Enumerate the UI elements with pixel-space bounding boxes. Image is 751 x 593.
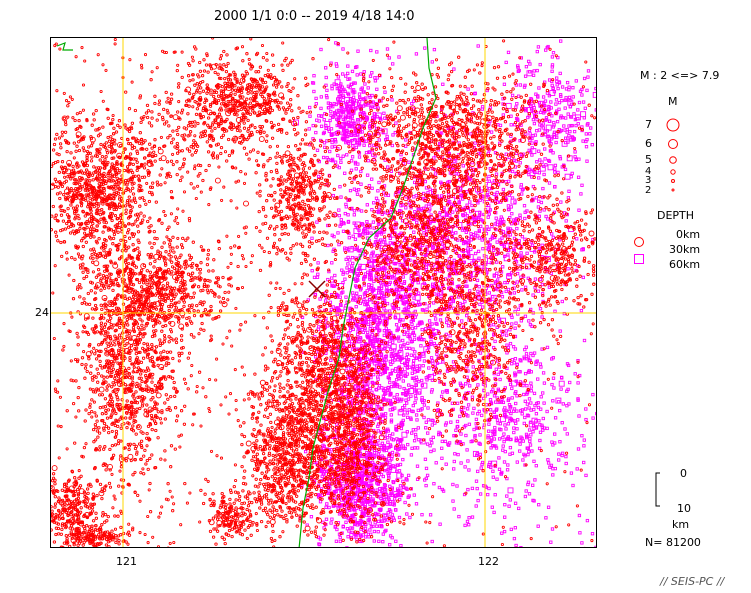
footer-credit: // SEIS-PC // <box>660 575 725 588</box>
mag-symbol-3 <box>671 179 675 183</box>
mag-symbol-6 <box>668 139 678 149</box>
depth-title: DEPTH <box>657 209 695 222</box>
depth-symbols <box>634 237 644 264</box>
mag-symbol-4 <box>670 169 676 175</box>
scale-bottom-label: 10 <box>677 502 691 515</box>
shallow-events-layer <box>51 38 596 547</box>
mag-symbol-7 <box>666 118 680 132</box>
map-title: 2000 1/1 0:0 -- 2019 4/18 14:0 <box>214 9 415 24</box>
magnitude-title: M <box>668 95 678 108</box>
depth-label-60: 60km <box>669 258 701 271</box>
mag-label-3: 3 <box>645 175 652 186</box>
mag-symbol-2 <box>671 188 675 192</box>
scale-unit-label: km <box>672 518 690 531</box>
coastline-fragment <box>56 42 73 51</box>
coastline <box>298 38 437 547</box>
lon-label-122: 122 <box>478 555 499 568</box>
mag-label-2: 2 <box>645 185 652 196</box>
mag-label-5: 5 <box>645 153 652 166</box>
mag-label-6: 6 <box>645 137 652 150</box>
distance-scale-bar <box>655 472 660 507</box>
magnitude-symbols <box>666 118 680 192</box>
epicenter-plot <box>51 38 596 547</box>
seismicity-map[interactable] <box>50 37 597 548</box>
mainshock-marker <box>308 280 326 298</box>
depth-symbol-60 <box>634 254 644 264</box>
lon-label-121: 121 <box>116 555 137 568</box>
depth-label-30: 30km <box>669 243 701 256</box>
event-count: N= 81200 <box>645 536 701 549</box>
depth-symbol-30 <box>634 237 644 247</box>
mag-label-4: 4 <box>645 166 652 177</box>
scale-top-label: 0 <box>680 467 687 480</box>
mag-symbol-5 <box>669 156 677 164</box>
depth-label-0: 0km <box>676 228 701 241</box>
lat-label-24: 24 <box>35 306 49 319</box>
mag-label-7: 7 <box>645 118 652 131</box>
magnitude-range: M : 2 <=> 7.9 <box>640 69 720 82</box>
